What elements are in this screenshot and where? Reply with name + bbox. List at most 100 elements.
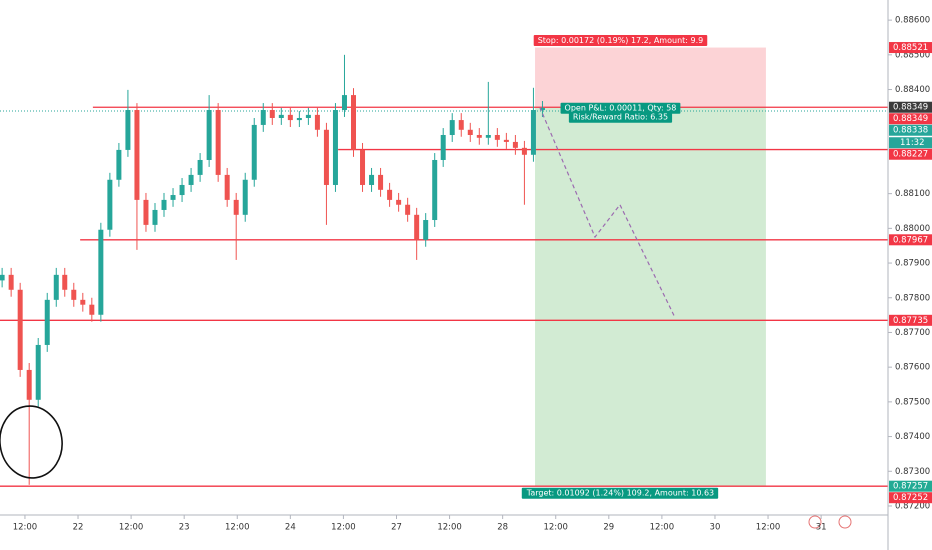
- candle-body: [98, 229, 104, 315]
- logo: [838, 515, 852, 529]
- candle-body: [396, 199, 402, 205]
- stop-zone: [535, 47, 766, 108]
- candle-body: [89, 304, 95, 315]
- candle-body: [107, 179, 113, 230]
- y-tick-label: 0.87600: [895, 363, 930, 373]
- position-label: Target: 0.01092 (1.24%) 109.2, Amount: 1…: [526, 489, 714, 498]
- y-tick-label: 0.87700: [895, 328, 930, 338]
- candle-body: [378, 174, 384, 190]
- candle-body: [62, 274, 68, 290]
- candle-body: [71, 289, 77, 300]
- candle-body: [53, 274, 59, 300]
- y-tick-label: 0.88100: [895, 189, 930, 199]
- candle-body: [152, 209, 158, 225]
- candle-body: [432, 159, 438, 221]
- x-tick-label: 12:00: [650, 523, 675, 533]
- price-tag: [889, 480, 932, 492]
- candle-body: [134, 110, 140, 200]
- hand-drawn-circle: [0, 405, 63, 479]
- candle-body: [449, 120, 455, 135]
- position-label: Risk/Reward Ratio: 6.35: [573, 113, 668, 122]
- position-label: Stop: 0.00172 (0.19%) 17.2, Amount: 9.9: [538, 36, 704, 45]
- candle-body: [530, 110, 536, 155]
- candle-body: [251, 124, 257, 180]
- candle-body: [512, 141, 518, 148]
- candle-body: [80, 299, 86, 305]
- candle-body: [197, 159, 203, 175]
- candle-body: [360, 149, 366, 185]
- x-tick-label: 29: [603, 523, 614, 533]
- watermark[interactable]: [808, 515, 852, 529]
- y-tick-label: 0.88400: [895, 85, 930, 95]
- price-tag: [889, 234, 932, 246]
- price-tag: [889, 314, 932, 326]
- price-tag-label: 0.88349: [893, 114, 928, 124]
- candle-body: [206, 110, 212, 160]
- position-label-bg: [521, 487, 719, 499]
- candle-body: [503, 139, 509, 142]
- x-tick-label: 30: [710, 523, 721, 533]
- countdown-bg: [889, 137, 932, 149]
- candle-body: [215, 110, 221, 175]
- price-tag: [889, 492, 932, 504]
- x-tick-label: 12:00: [756, 523, 781, 533]
- candle-body: [269, 110, 275, 118]
- candle-body: [125, 110, 131, 150]
- candle-body: [440, 134, 446, 160]
- candle-body: [467, 129, 473, 135]
- plot-area: [0, 47, 888, 487]
- candle-body: [476, 134, 482, 138]
- candle-body: [8, 274, 14, 290]
- position-label-bg: [568, 111, 673, 123]
- candle-body: [494, 134, 500, 140]
- candle-body: [179, 184, 185, 196]
- price-tag: [889, 148, 932, 160]
- candle-body: [233, 199, 239, 215]
- candle-body: [485, 134, 491, 138]
- candle-body: [414, 214, 420, 240]
- price-tag-label: 0.87257: [893, 482, 928, 492]
- candle-body: [323, 129, 329, 185]
- price-tag: [889, 124, 932, 136]
- x-tick-label: 12:00: [13, 523, 38, 533]
- position-label-bg: [533, 35, 708, 47]
- candle-body: [341, 95, 347, 111]
- y-tick-label: 0.87300: [895, 467, 930, 477]
- x-tick-label: 12:00: [331, 523, 356, 533]
- y-tick-label: 0.88500: [895, 50, 930, 60]
- candle-body: [405, 204, 411, 215]
- candle-body: [423, 220, 429, 240]
- candle-body: [224, 174, 230, 200]
- price-tag-label: 0.88349: [893, 103, 928, 113]
- candle-body: [521, 147, 527, 155]
- candle-body: [314, 114, 320, 130]
- price-tag: [889, 113, 932, 125]
- price-tag: [889, 101, 932, 113]
- y-tick-label: 0.87200: [895, 501, 930, 511]
- price-tag: [889, 42, 932, 54]
- price-tag-label: 0.87252: [893, 493, 928, 503]
- logo: [808, 515, 822, 529]
- candle-body: [17, 289, 23, 370]
- price-tag-label: 0.88338: [893, 126, 928, 136]
- y-tick-label: 0.87800: [895, 293, 930, 303]
- price-tag-label: 0.88227: [893, 150, 928, 160]
- candle-body: [161, 199, 167, 210]
- candle-body: [287, 114, 293, 121]
- x-tick-label: 12:00: [119, 523, 144, 533]
- candle-body: [116, 149, 122, 180]
- x-tick-label: 28: [497, 523, 508, 533]
- candle-body: [170, 195, 176, 200]
- candle-body: [539, 107, 545, 111]
- candle-body: [188, 174, 194, 185]
- y-tick-label: 0.88000: [895, 224, 930, 234]
- candle-body: [35, 344, 41, 400]
- x-tick-label: 24: [285, 523, 296, 533]
- y-tick-label: 0.87400: [895, 432, 930, 442]
- candle-body: [458, 120, 464, 130]
- position-label: Open P&L: 0.00011, Qty: 58: [565, 104, 677, 113]
- x-tick-label: 31: [816, 523, 827, 533]
- candle-body: [0, 274, 5, 281]
